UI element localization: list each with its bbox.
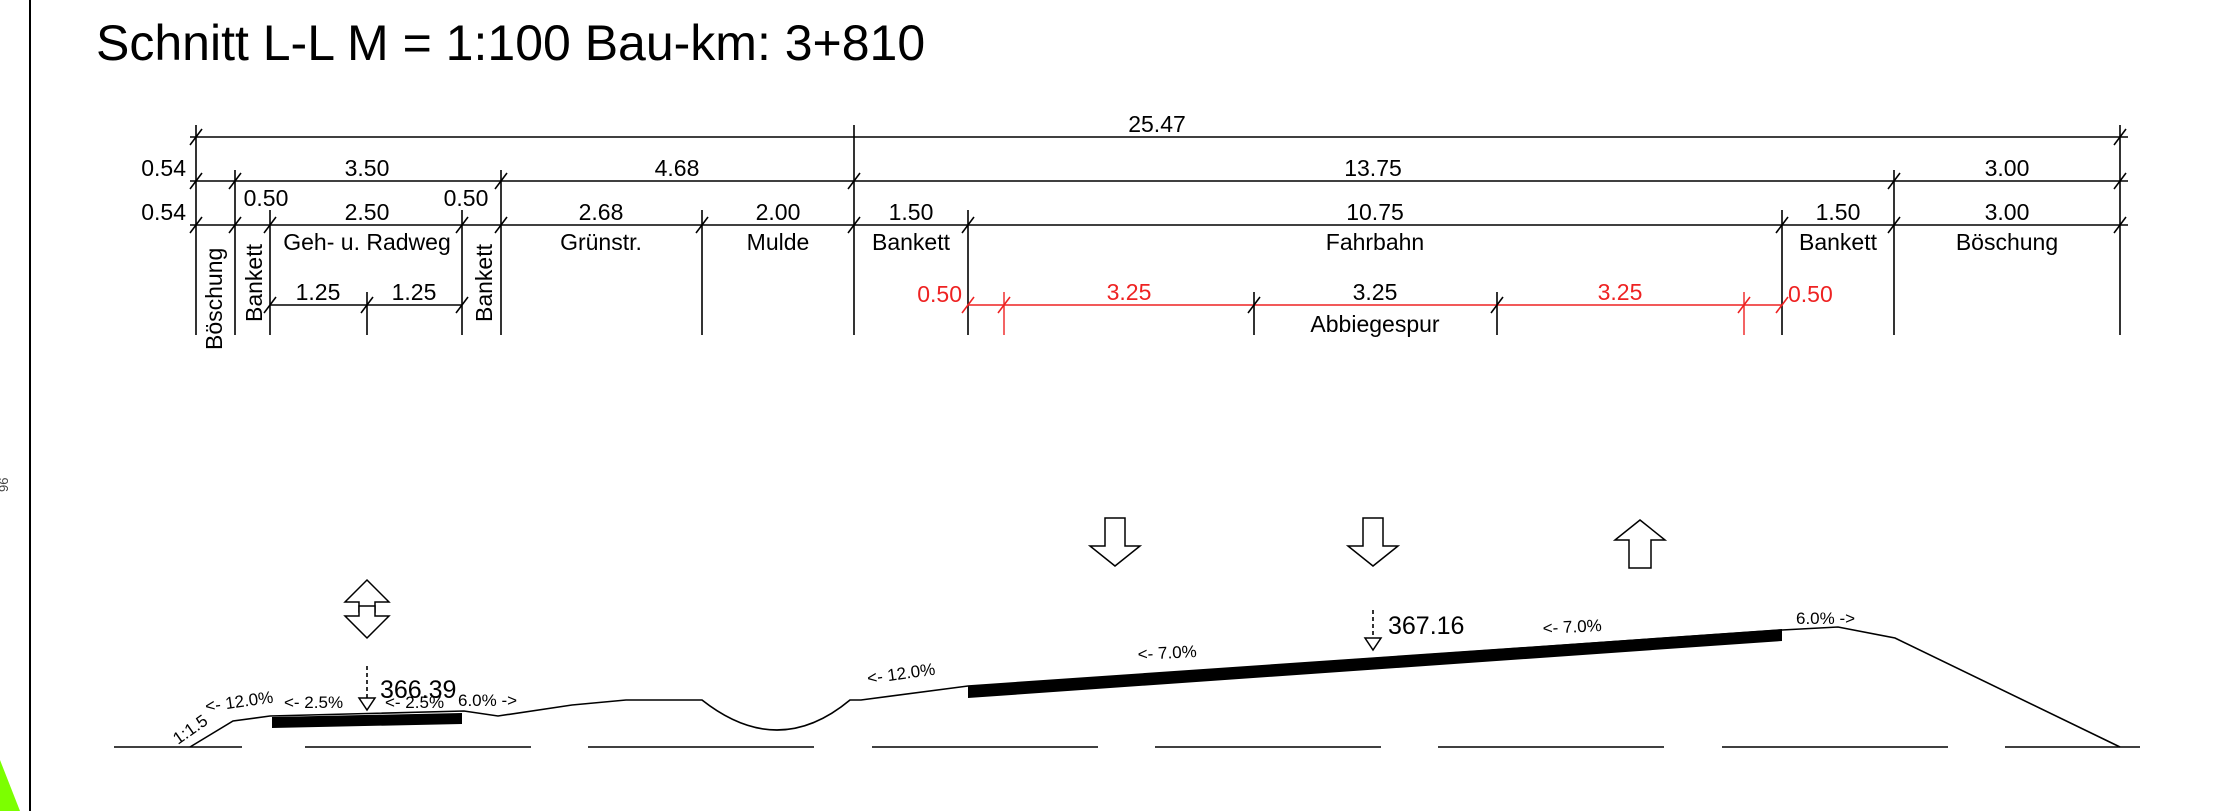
dim-bankett-right: 0.50 (444, 185, 489, 211)
green-edge-marker (0, 760, 20, 811)
down-arrow-icon (1087, 517, 1143, 567)
dim-bankett-left: 0.50 (244, 185, 289, 211)
dim-bankett-b: 1.50 (1816, 199, 1861, 225)
label-mulde: Mulde (747, 229, 810, 255)
drawing-title: Schnitt L-L M = 1:100 Bau-km: 3+810 (96, 15, 925, 71)
slope-6-right: 6.0% -> (1796, 609, 1855, 628)
elevation-marker-left (357, 666, 377, 712)
elevation-right: 367.16 (1388, 612, 1464, 640)
slope-7-b: <- 7.0% (1542, 616, 1602, 638)
slope-6-left: 6.0% -> (458, 691, 517, 710)
label-fahrbahn: Fahrbahn (1326, 229, 1424, 255)
label-bankett-left-vertical: Bankett (241, 243, 267, 322)
dim-row3-g2: 1.25 (392, 279, 437, 305)
dim-gehweg: 2.50 (345, 199, 390, 225)
dim-mulde: 2.00 (756, 199, 801, 225)
down-arrow-icon (1345, 517, 1401, 567)
dim-boeschung: 3.00 (1985, 199, 2030, 225)
double-arrow-icon (343, 578, 391, 640)
terrain-profile (189, 626, 2121, 748)
slope-12-left: <- 12.0% (204, 688, 274, 716)
label-bankett-a: Bankett (872, 229, 951, 255)
label-abbiegespur: Abbiegespur (1310, 311, 1439, 337)
slope-2-5-a: <- 2.5% (284, 693, 343, 712)
pavement-gehweg (272, 713, 462, 728)
slope-2-5-b: <- 2.5% (385, 693, 444, 712)
elevation-left: 366.39 (380, 676, 456, 704)
label-boeschung: Böschung (1956, 229, 2058, 255)
dim-row2-left: 0.54 (141, 199, 186, 225)
dim-row3-g1: 1.25 (296, 279, 341, 305)
dim-gruenstr: 2.68 (579, 199, 624, 225)
elevation-marker-right (1363, 610, 1383, 652)
label-gehweg: Geh- u. Radweg (283, 229, 450, 255)
slope-12-mid: <- 12.0% (866, 660, 936, 688)
pavement-fahrbahn (968, 629, 1782, 698)
dim-lane3: 3.25 (1598, 279, 1643, 305)
margin-mark: 96 (0, 478, 11, 492)
dim-fahrbahn: 10.75 (1346, 199, 1404, 225)
dim-lane2: 3.25 (1353, 279, 1398, 305)
label-gruenstr: Grünstr. (560, 229, 642, 255)
label-bankett-b: Bankett (1799, 229, 1878, 255)
dim-lane-edge-right: 0.50 (1788, 281, 1833, 307)
dim-lane1: 3.25 (1107, 279, 1152, 305)
label-boeschung-vertical: Böschung (201, 248, 227, 350)
label-bankett-right-vertical: Bankett (471, 243, 497, 322)
dim-row1-seg2: 4.68 (655, 155, 700, 181)
dim-ticks (189, 128, 2127, 314)
extension-lines (195, 125, 2121, 335)
dim-total: 25.47 (1128, 111, 1186, 137)
dim-bankett-a: 1.50 (889, 199, 934, 225)
dim-row1-seg4: 3.00 (1985, 155, 2030, 181)
up-arrow-icon (1612, 519, 1668, 569)
slope-embankment: 1:1.5 (169, 711, 211, 748)
dim-row1-seg3: 13.75 (1344, 155, 1402, 181)
dim-lane-edge-left: 0.50 (917, 281, 962, 307)
dim-row1-left: 0.54 (141, 155, 186, 181)
dim-ticks-red (961, 296, 1789, 314)
slope-7-a: <- 7.0% (1137, 642, 1197, 664)
dim-row1-seg1: 3.50 (345, 155, 390, 181)
